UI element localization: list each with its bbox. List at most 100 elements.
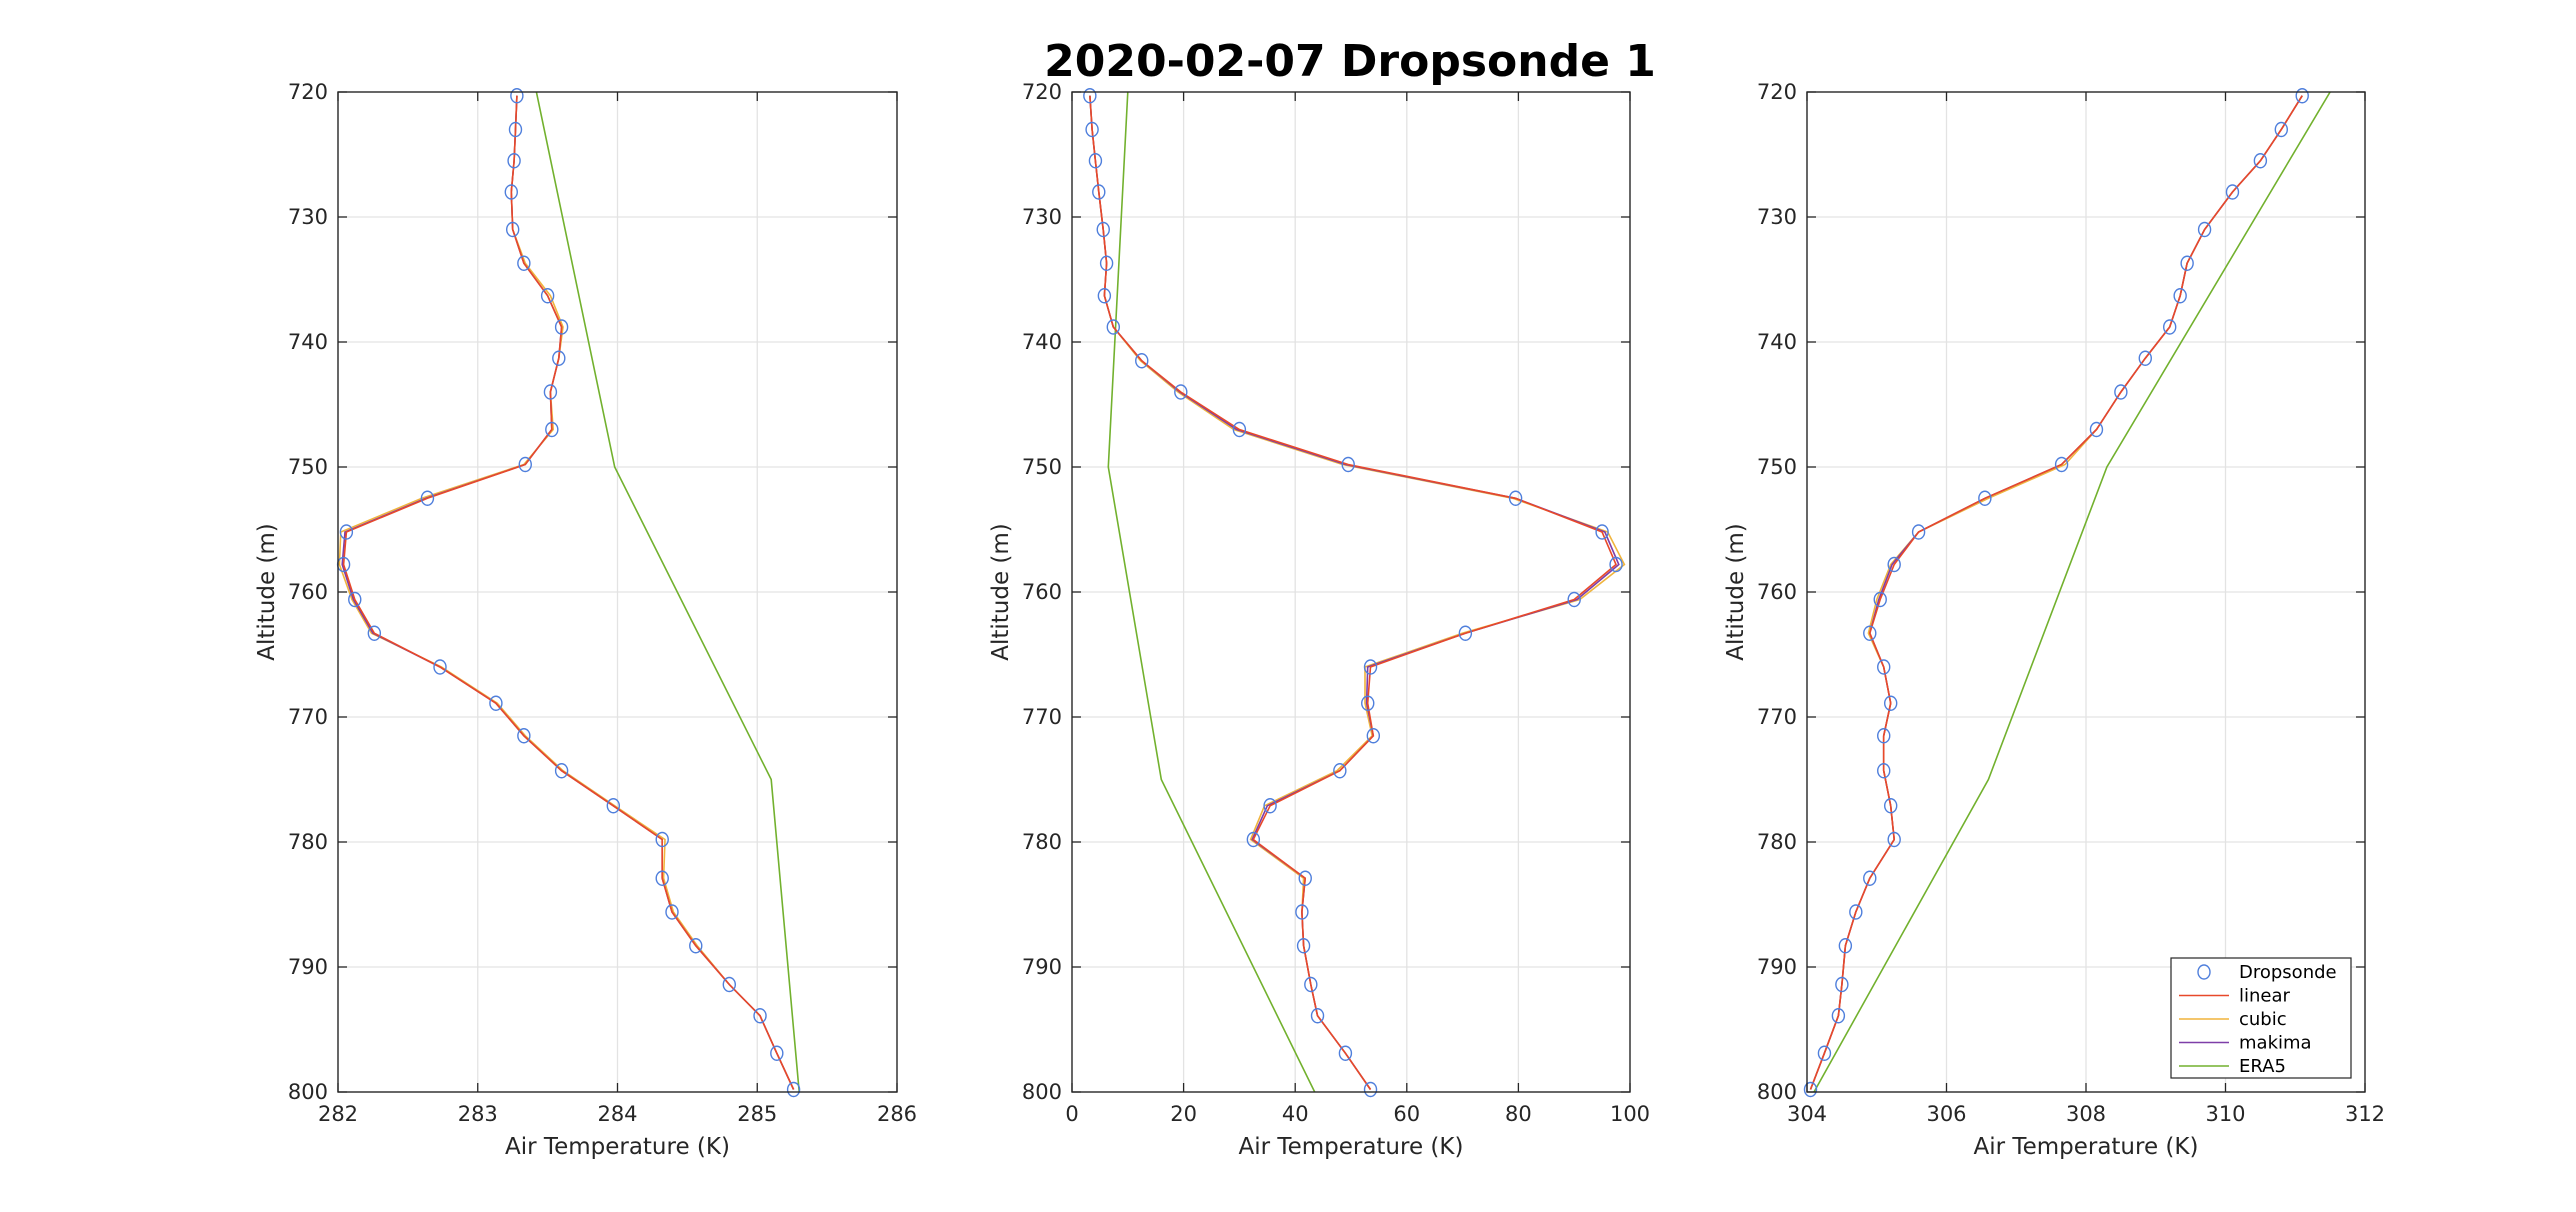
series-line-era5 xyxy=(1813,92,2331,1092)
dropsonde-point xyxy=(1363,1081,1378,1098)
subplots: 282 283 284 285 286 720 730 740 750 760 770 780 790 8… xyxy=(254,80,2385,1160)
y-tick-label: 760 xyxy=(1757,580,1797,604)
dropsonde-point xyxy=(1295,904,1309,920)
dropsonde-point xyxy=(508,121,523,138)
dropsonde-point xyxy=(543,384,558,400)
y-tick-label: 770 xyxy=(288,705,328,729)
dropsonde-point xyxy=(2197,221,2212,238)
dropsonde-point xyxy=(1817,1045,1832,1061)
y-tick-label: 720 xyxy=(1022,80,1062,104)
y-tick-label: 760 xyxy=(288,580,328,604)
dropsonde-point xyxy=(1363,659,1378,675)
dropsonde-point xyxy=(1803,1081,1818,1098)
x-tick-label: 304 xyxy=(1787,1102,1827,1126)
dropsonde-point xyxy=(2089,421,2104,438)
dropsonde-point xyxy=(1508,490,1523,506)
series-line-era5 xyxy=(1107,92,1316,1092)
dropsonde-point xyxy=(1296,938,1311,954)
x-tick-label: 312 xyxy=(2345,1102,2385,1126)
y-tick-label: 750 xyxy=(288,455,328,479)
dropsonde-point xyxy=(1873,591,1887,608)
dropsonde-point xyxy=(2274,121,2289,138)
dropsonde-point xyxy=(2295,88,2309,104)
dropsonde-point xyxy=(1246,831,1261,848)
dropsonde-point xyxy=(367,625,382,641)
dropsonde-point xyxy=(1838,938,1853,954)
x-axis-label: Air Temperature (K) xyxy=(1974,1134,2199,1160)
dropsonde-point xyxy=(433,659,447,675)
dropsonde-point xyxy=(348,591,362,608)
dropsonde-point xyxy=(2180,255,2194,271)
dropsonde-point xyxy=(518,456,532,473)
y-tick-label: 780 xyxy=(1022,830,1062,854)
dropsonde-point xyxy=(504,184,518,200)
y-tick-label: 770 xyxy=(1022,705,1062,729)
dropsonde-point xyxy=(1232,421,1247,438)
x-tick-label: 310 xyxy=(2205,1102,2245,1126)
x-tick-label: 20 xyxy=(1170,1102,1197,1126)
dropsonde-point xyxy=(1099,255,1114,271)
y-axis-label: Altitude (m) xyxy=(254,523,280,661)
y-tick-label: 730 xyxy=(1757,205,1797,229)
legend-label-linear: linear xyxy=(2239,986,2291,1007)
dropsonde-point xyxy=(2162,319,2177,335)
dropsonde-point xyxy=(554,319,569,335)
dropsonde-point xyxy=(722,976,736,993)
dropsonde-point xyxy=(655,831,669,848)
x-tick-label: 284 xyxy=(597,1102,637,1126)
dropsonde-point xyxy=(510,88,524,104)
dropsonde-point xyxy=(1263,798,1277,814)
dropsonde-point xyxy=(606,798,621,814)
x-tick-label: 285 xyxy=(737,1102,777,1126)
y-tick-label: 790 xyxy=(288,955,328,979)
dropsonde-point xyxy=(1341,456,1355,473)
subplot-3: 304 306 308 310 312 720 730 740 750 760 770 780 790 8… xyxy=(1723,80,2385,1160)
y-tick-label: 790 xyxy=(1757,955,1797,979)
y-tick-label: 730 xyxy=(1022,205,1062,229)
dropsonde-point xyxy=(770,1045,784,1061)
dropsonde-point xyxy=(1863,625,1877,641)
dropsonde-point xyxy=(1174,384,1188,400)
x-tick-label: 40 xyxy=(1282,1102,1309,1126)
dropsonde-point xyxy=(1831,1008,1846,1024)
y-axis-label: Altitude (m) xyxy=(1723,523,1749,661)
dropsonde-point xyxy=(2054,456,2069,473)
y-tick-label: 770 xyxy=(1757,705,1797,729)
dropsonde-point xyxy=(540,288,555,304)
dropsonde-point xyxy=(1096,221,1110,238)
dropsonde-point xyxy=(1835,976,1849,993)
x-tick-label: 60 xyxy=(1393,1102,1420,1126)
dropsonde-point xyxy=(420,490,435,506)
dropsonde-point xyxy=(2114,384,2128,400)
dropsonde-point xyxy=(1863,870,1877,886)
dropsonde-point xyxy=(1887,831,1901,848)
y-tick-label: 800 xyxy=(288,1080,328,1104)
dropsonde-point xyxy=(505,221,520,238)
y-tick-label: 740 xyxy=(1757,330,1797,354)
dropsonde-point xyxy=(517,255,531,271)
y-tick-label: 720 xyxy=(288,80,328,104)
legend-swatch-dropsonde xyxy=(2197,964,2211,980)
legend-label-cubic: cubic xyxy=(2239,1009,2287,1030)
dropsonde-point xyxy=(1304,976,1318,993)
x-tick-label: 308 xyxy=(2066,1102,2106,1126)
dropsonde-point xyxy=(2225,184,2240,200)
x-tick-label: 306 xyxy=(1926,1102,1966,1126)
dropsonde-point xyxy=(1083,88,1097,104)
dropsonde-point xyxy=(507,153,521,169)
legend-label-dropsonde: Dropsonde xyxy=(2239,962,2337,983)
dropsonde-point xyxy=(1135,353,1149,369)
dropsonde-point xyxy=(2253,153,2268,169)
dropsonde-point xyxy=(1092,184,1106,200)
dropsonde-point xyxy=(545,421,559,438)
y-axis-label: Altitude (m) xyxy=(988,523,1014,661)
x-tick-label: 100 xyxy=(1610,1102,1650,1126)
x-axis-label: Air Temperature (K) xyxy=(505,1134,730,1160)
dropsonde-point xyxy=(786,1081,801,1098)
x-tick-label: 0 xyxy=(1065,1102,1078,1126)
x-tick-label: 283 xyxy=(458,1102,498,1126)
dropsonde-point xyxy=(1609,556,1623,573)
dropsonde-point xyxy=(655,870,669,886)
x-axis-label: Air Temperature (K) xyxy=(1239,1134,1464,1160)
dropsonde-point xyxy=(1877,659,1891,675)
